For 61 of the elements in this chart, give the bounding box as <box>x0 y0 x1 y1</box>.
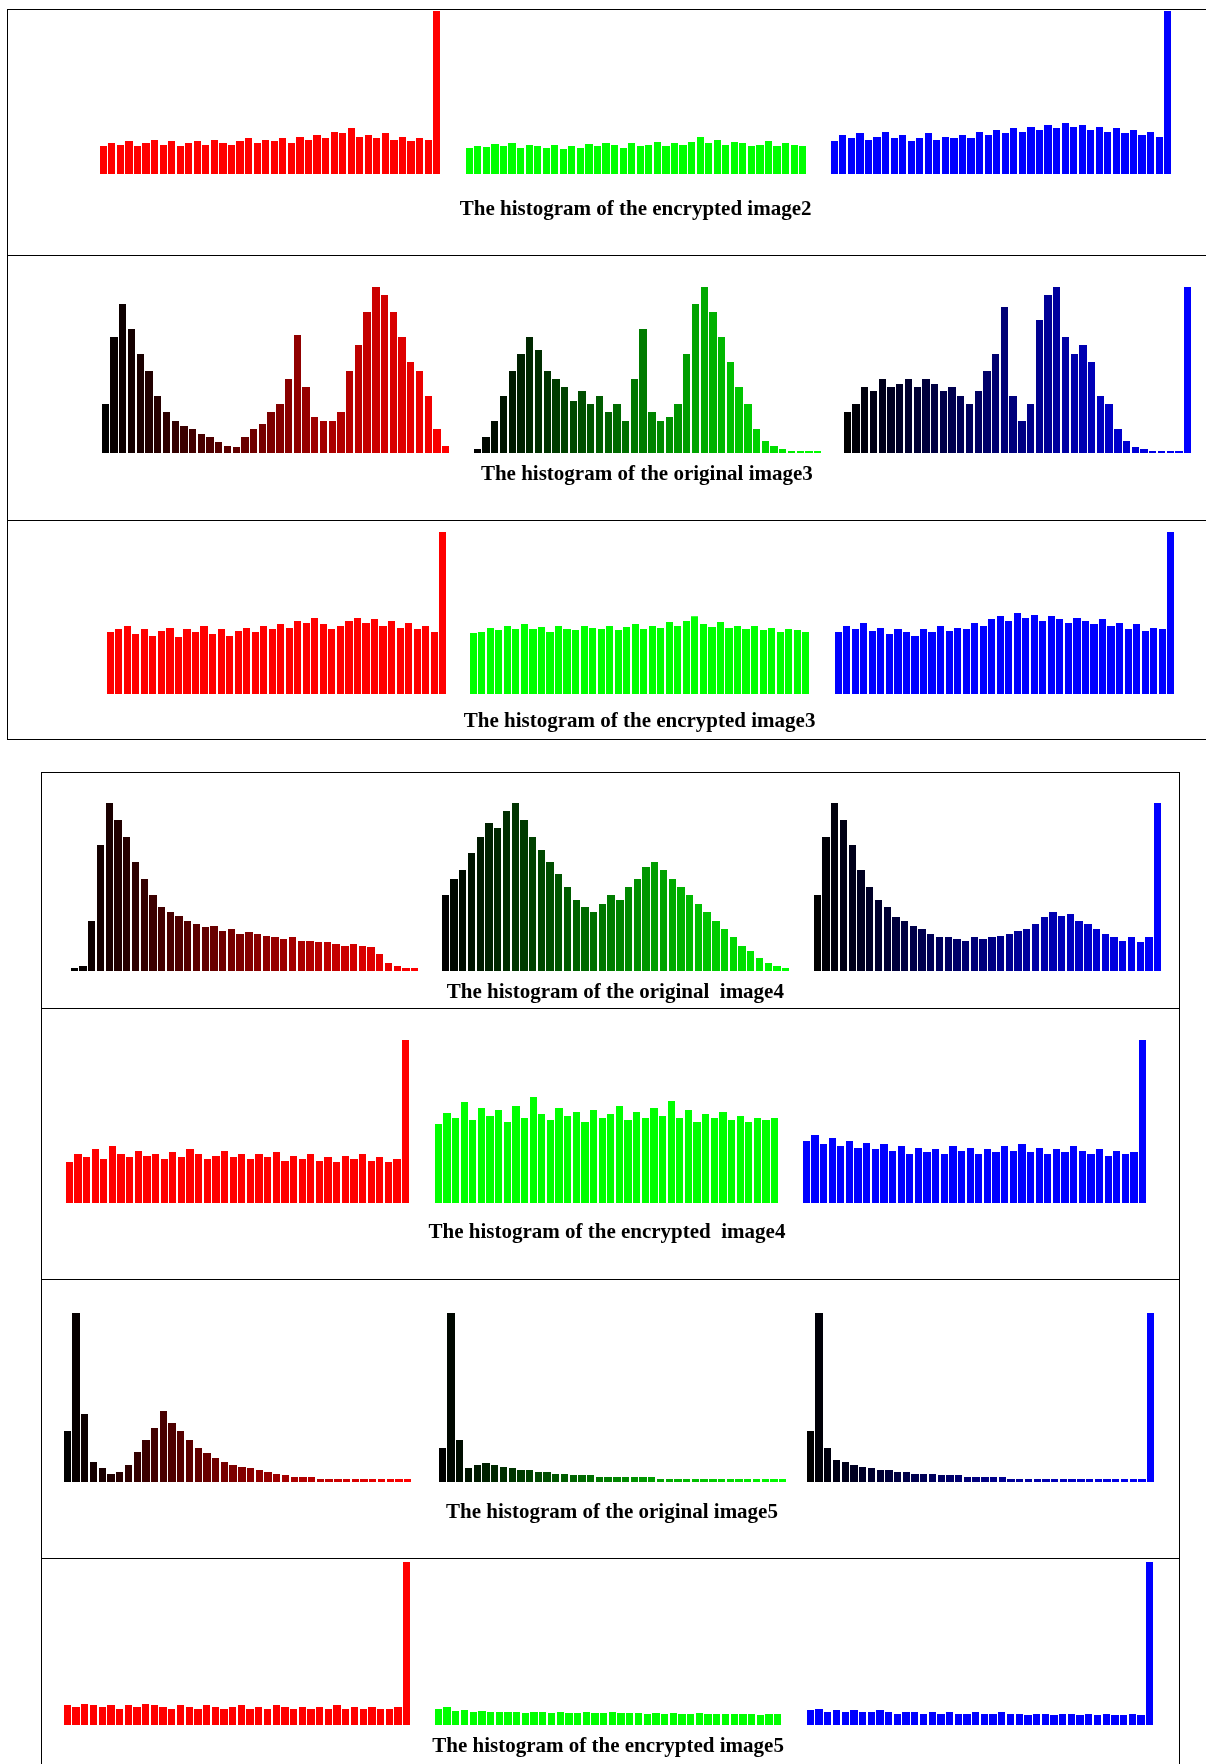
bar <box>832 1709 840 1725</box>
bar <box>131 862 139 971</box>
text: The histogram of the original image3 <box>480 460 813 486</box>
bar <box>560 1473 568 1482</box>
bar <box>755 957 764 971</box>
text: The histogram of the encrypted image2 <box>459 196 812 222</box>
bar <box>263 1708 272 1725</box>
bar <box>288 937 296 971</box>
bar <box>904 378 912 454</box>
bar <box>1128 937 1136 971</box>
bar <box>281 1475 290 1482</box>
bar <box>936 937 944 971</box>
bar <box>965 403 973 454</box>
bar <box>499 1466 507 1482</box>
bar <box>752 1478 760 1482</box>
bar <box>928 1473 936 1482</box>
bar <box>722 1713 730 1725</box>
bar <box>124 1464 133 1482</box>
bar <box>384 962 392 971</box>
bar <box>467 853 476 971</box>
text: The histogram of the encrypted image5 <box>432 1733 784 1758</box>
bar <box>350 1706 359 1725</box>
bar <box>320 420 328 454</box>
bar <box>534 350 542 454</box>
bar <box>1120 1478 1128 1482</box>
bar <box>656 1478 664 1482</box>
bar <box>416 370 424 454</box>
bar <box>832 1459 840 1482</box>
text: The histogram of the original image4 <box>446 979 784 1005</box>
bar <box>1061 336 1069 454</box>
bar <box>875 900 883 971</box>
bar <box>1032 924 1040 971</box>
bar <box>176 1704 185 1725</box>
bar <box>563 887 572 971</box>
bar <box>128 328 136 454</box>
bar <box>185 1439 194 1482</box>
bar <box>869 390 877 454</box>
bar <box>89 1461 98 1482</box>
bar <box>499 395 507 454</box>
bar <box>464 1468 472 1482</box>
bar <box>163 412 171 454</box>
text: The histogram of the original image5 <box>446 1499 778 1524</box>
bar <box>502 811 511 971</box>
bar <box>377 1478 386 1482</box>
bar <box>691 303 699 454</box>
bar <box>192 924 200 971</box>
bar <box>1093 1714 1101 1725</box>
bar <box>659 870 668 971</box>
text: The histogram of the encrypted image4 <box>428 1218 786 1244</box>
bar <box>1006 1713 1014 1725</box>
bar <box>89 1704 98 1725</box>
bar <box>595 395 603 454</box>
bar <box>867 1468 875 1482</box>
bar <box>461 1709 469 1725</box>
bar <box>635 1712 643 1725</box>
bar <box>96 845 104 971</box>
bar <box>919 1713 927 1725</box>
text: The histogram of the encrypted image3 <box>463 708 816 734</box>
bar <box>1024 1478 1032 1482</box>
bar <box>840 820 848 971</box>
bar <box>548 1712 556 1725</box>
